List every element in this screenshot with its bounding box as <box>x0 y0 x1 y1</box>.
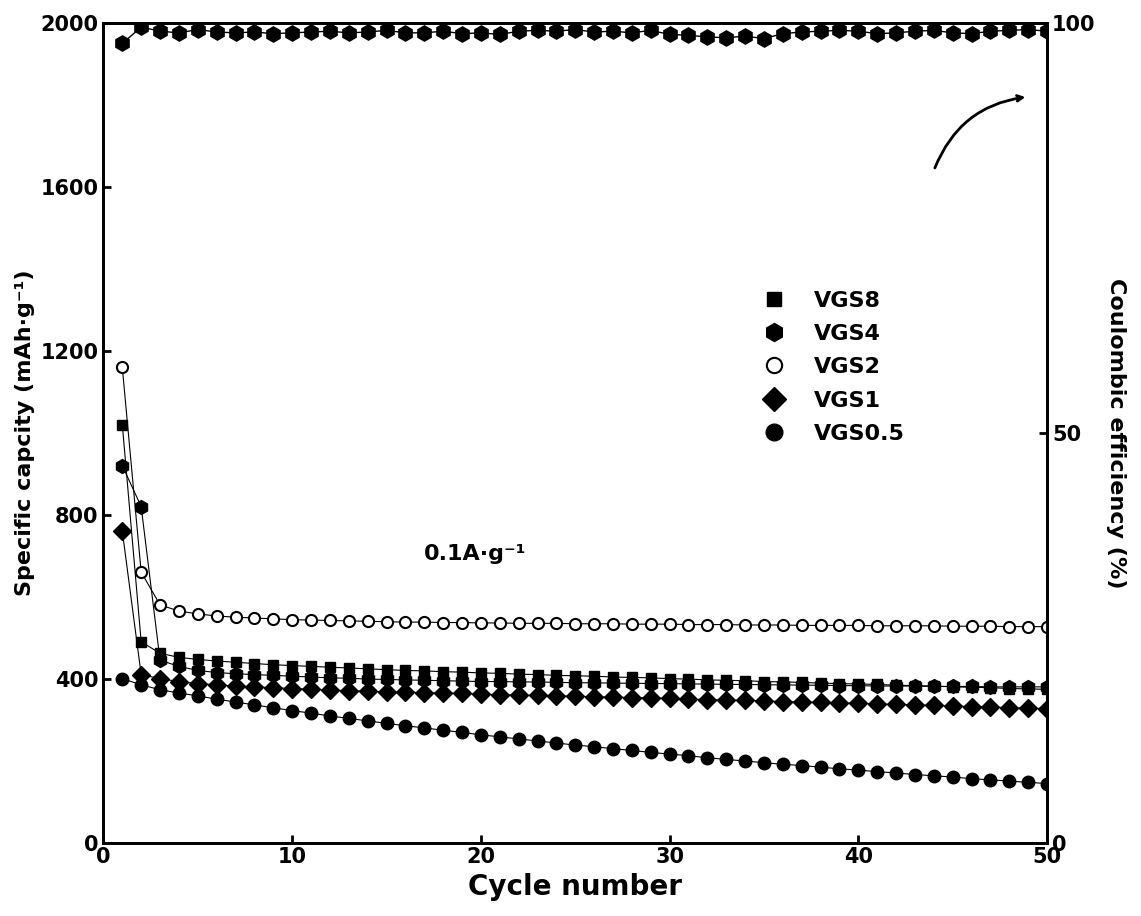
Text: 0.1A·g⁻¹: 0.1A·g⁻¹ <box>424 544 527 564</box>
Y-axis label: Specific capcity (mAh·g⁻¹): Specific capcity (mAh·g⁻¹) <box>15 269 35 596</box>
Legend: VGS8, VGS4, VGS2, VGS1, VGS0.5: VGS8, VGS4, VGS2, VGS1, VGS0.5 <box>743 281 913 453</box>
X-axis label: Cycle number: Cycle number <box>468 873 682 901</box>
Y-axis label: Coulombic efficiency (%): Coulombic efficiency (%) <box>1106 278 1126 588</box>
